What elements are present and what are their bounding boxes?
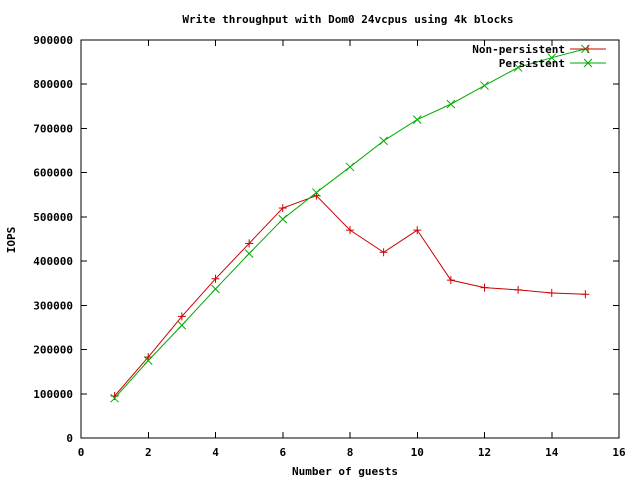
- y-tick-label: 900000: [33, 34, 73, 47]
- series-layer: [110, 44, 590, 403]
- data-point-persistent-d2: [480, 81, 489, 90]
- y-tick-label: 500000: [33, 211, 73, 224]
- data-point-persistent-d2: [143, 356, 153, 365]
- data-point-non-persistent: [480, 283, 489, 292]
- data-point-persistent-d2: [312, 188, 321, 197]
- data-point-non-persistent: [245, 239, 254, 248]
- data-point-persistent: [480, 81, 489, 90]
- data-point-persistent-d2: [446, 99, 456, 109]
- x-tick-label: 16: [612, 446, 626, 459]
- data-point-persistent: [312, 188, 321, 197]
- data-point-non-persistent: [278, 204, 287, 213]
- data-point-non-persistent: [177, 312, 186, 321]
- data-point-persistent: [446, 99, 456, 109]
- x-axis-label: Number of guests: [292, 465, 398, 478]
- x-tick-label: 0: [78, 446, 85, 459]
- data-point-persistent-d2: [278, 214, 288, 224]
- data-point-non-persistent: [413, 226, 422, 235]
- plot-frame: [80, 39, 620, 439]
- data-point-non-persistent: [547, 288, 556, 297]
- data-point-non-persistent: [514, 285, 523, 294]
- x-tick-label: 14: [545, 446, 559, 459]
- x-tick-label: 4: [212, 446, 219, 459]
- y-tick-label: 200000: [33, 344, 73, 357]
- data-point-persistent: [345, 162, 355, 172]
- data-point-persistent-d2: [211, 284, 220, 294]
- data-point-persistent: [110, 393, 119, 403]
- legend-marker-non-persistent: [584, 45, 592, 53]
- chart-title: Write throughput with Dom0 24vcpus using…: [182, 13, 513, 26]
- legend-label-persistent: Persistent: [499, 57, 565, 70]
- y-tick-label: 400000: [33, 255, 73, 268]
- data-point-persistent: [547, 53, 557, 63]
- data-point-persistent-d2: [244, 249, 254, 258]
- data-point-non-persistent: [346, 226, 354, 235]
- x-tick-label: 10: [411, 446, 424, 459]
- y-tick-label: 800000: [33, 78, 73, 91]
- series-line-non-persistent: [114, 195, 586, 397]
- data-point-persistent: [177, 320, 187, 330]
- y-axis-label: IOPS: [5, 227, 18, 254]
- data-point-persistent-d2: [412, 115, 422, 124]
- data-point-persistent: [211, 284, 220, 294]
- y-tick-label: 100000: [33, 388, 73, 401]
- data-point-non-persistent: [211, 274, 220, 283]
- data-point-persistent: [244, 249, 254, 258]
- data-point-non-persistent: [144, 353, 153, 362]
- y-tick-label: 600000: [33, 167, 73, 180]
- x-tick-label: 2: [145, 446, 152, 459]
- legend-label-non-persistent: Non-persistent: [472, 43, 565, 56]
- y-tick-label: 300000: [33, 299, 73, 312]
- x-tick-label: 6: [279, 446, 286, 459]
- ticks-layer: 0 2 4 6 8 10 12 14 16 0 100000 200000 300000 400000 50…: [33, 34, 626, 459]
- data-point-persistent-d2: [177, 320, 187, 330]
- data-point-persistent-d2: [345, 162, 355, 172]
- data-point-persistent: [513, 63, 523, 72]
- data-point-persistent-d2: [547, 53, 557, 63]
- y-tick-label: 0: [66, 432, 73, 445]
- data-point-persistent-d2: [379, 136, 388, 146]
- legend-marker-persistent-d2: [583, 58, 593, 68]
- data-point-persistent: [143, 356, 153, 365]
- data-point-persistent-d2: [513, 63, 523, 72]
- series-line-persistent: [114, 48, 586, 399]
- data-point-non-persistent: [379, 248, 388, 257]
- data-point-non-persistent: [581, 290, 590, 299]
- data-point-persistent-d2: [110, 393, 119, 403]
- data-point-persistent: [379, 136, 388, 146]
- y-tick-label: 700000: [33, 122, 73, 135]
- x-tick-label: 12: [478, 446, 491, 459]
- data-point-persistent: [412, 115, 422, 124]
- x-tick-label: 8: [347, 446, 354, 459]
- data-point-persistent: [278, 214, 288, 224]
- legend-marker-persistent: [583, 58, 593, 68]
- data-point-non-persistent: [446, 276, 455, 285]
